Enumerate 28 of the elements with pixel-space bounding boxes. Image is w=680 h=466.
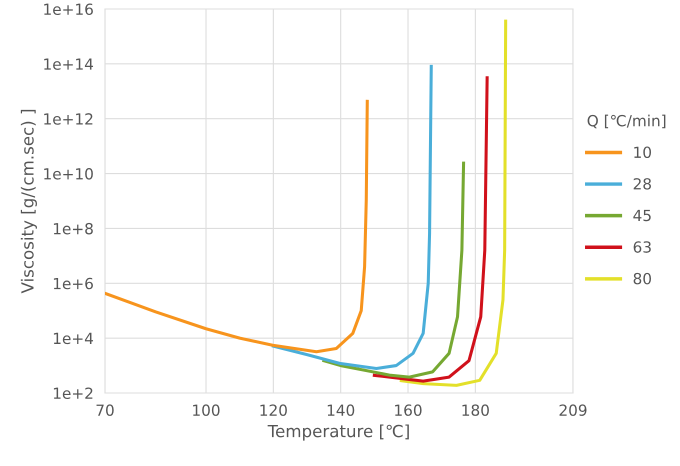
y-tick-label: 1e+2 [54,387,92,400]
y-tick-label: 1e+12 [44,113,92,125]
line-series [272,64,433,370]
x-tick-label: 180 [462,404,489,416]
line-series [372,76,489,383]
x-tick-label: 120 [260,404,287,416]
legend-label: 10 [634,146,652,158]
y-tick-label: 1e+16 [44,3,93,16]
legend-title: Q [℃/min] [588,114,666,128]
legend-label: 63 [634,241,651,253]
y-tick-label: 1e+14 [44,58,94,70]
legend-label: 28 [634,178,651,190]
line-series [322,162,466,379]
x-tick-label: 209 [560,404,587,416]
line-series [400,20,508,387]
x-tick-label: 140 [328,404,354,416]
x-axis-title: Temperature [℃] [268,424,409,441]
x-tick-label: 70 [96,404,114,416]
x-tick-label: 100 [193,404,220,416]
x-tick-label: 160 [395,404,422,416]
y-tick-label: 1e+6 [54,278,93,290]
y-axis-title: Viscosity [g/(cm.sec) ] [20,110,37,294]
y-tick-label: 1e+10 [44,168,93,180]
line-series [105,100,369,354]
legend-label: 45 [633,210,651,222]
legend-label: 80 [634,272,652,284]
y-tick-label: 1e+8 [54,222,93,234]
y-tick-label: 1e+4 [54,332,94,344]
